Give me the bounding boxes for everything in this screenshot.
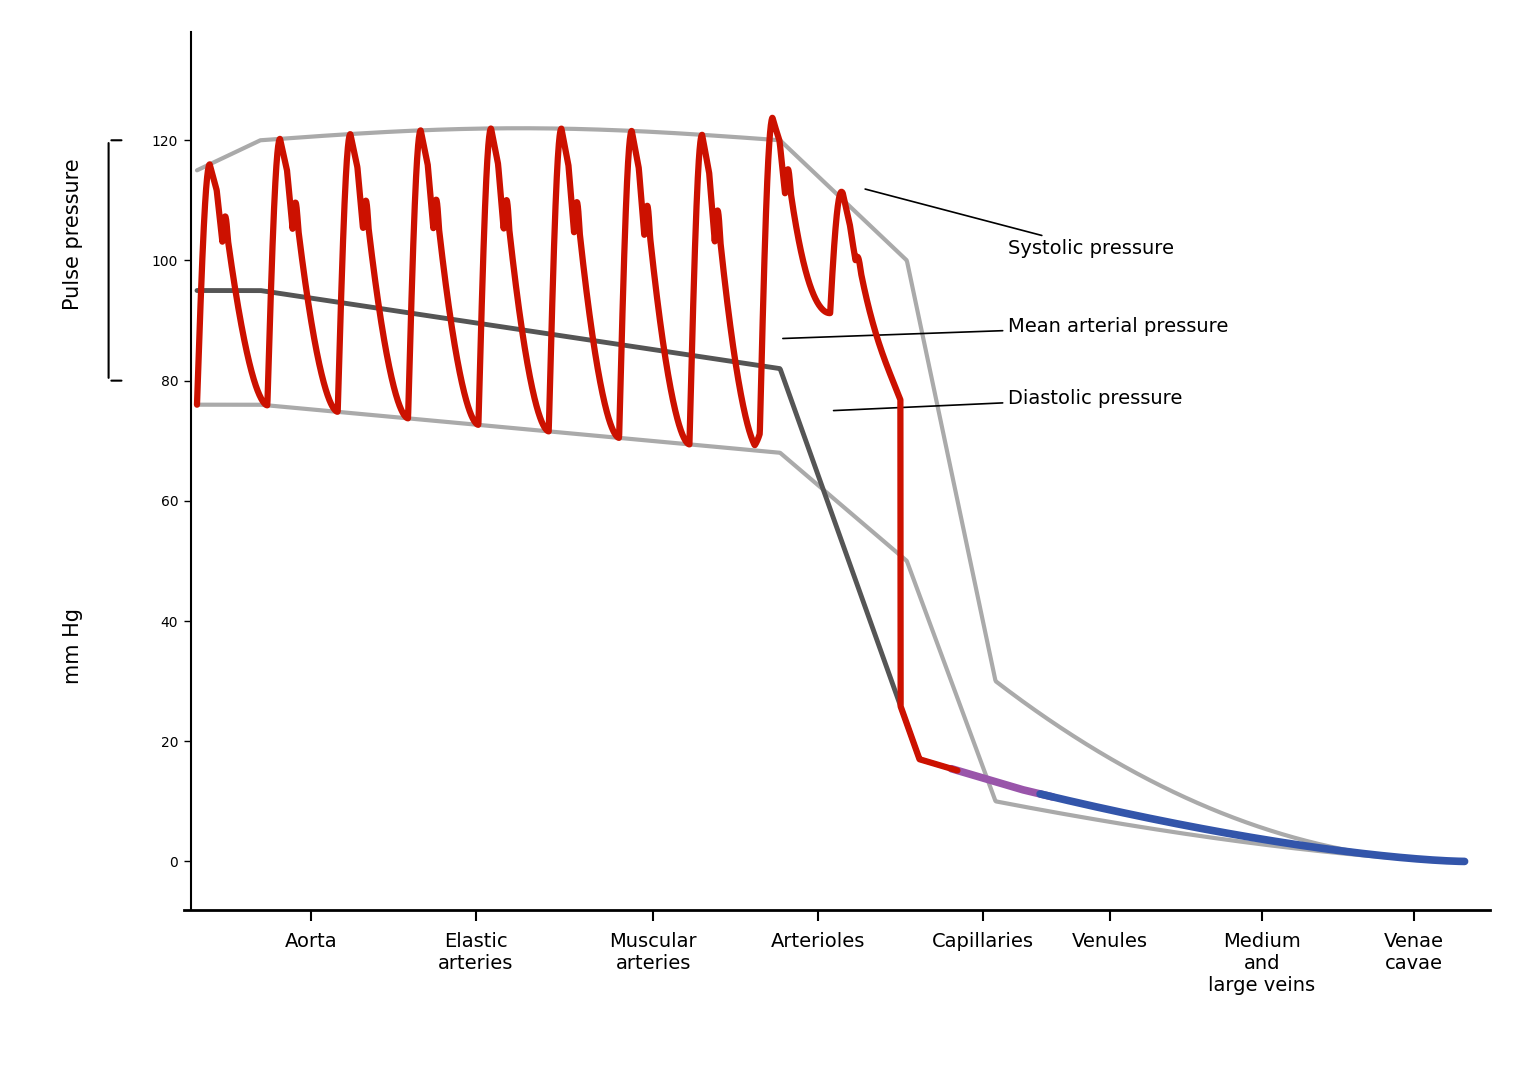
Text: Diastolic pressure: Diastolic pressure	[834, 389, 1183, 411]
Text: Systolic pressure: Systolic pressure	[865, 189, 1174, 258]
Text: Mean arterial pressure: Mean arterial pressure	[783, 317, 1229, 338]
Text: mm Hg: mm Hg	[63, 608, 83, 685]
Text: Pulse pressure: Pulse pressure	[63, 158, 83, 309]
